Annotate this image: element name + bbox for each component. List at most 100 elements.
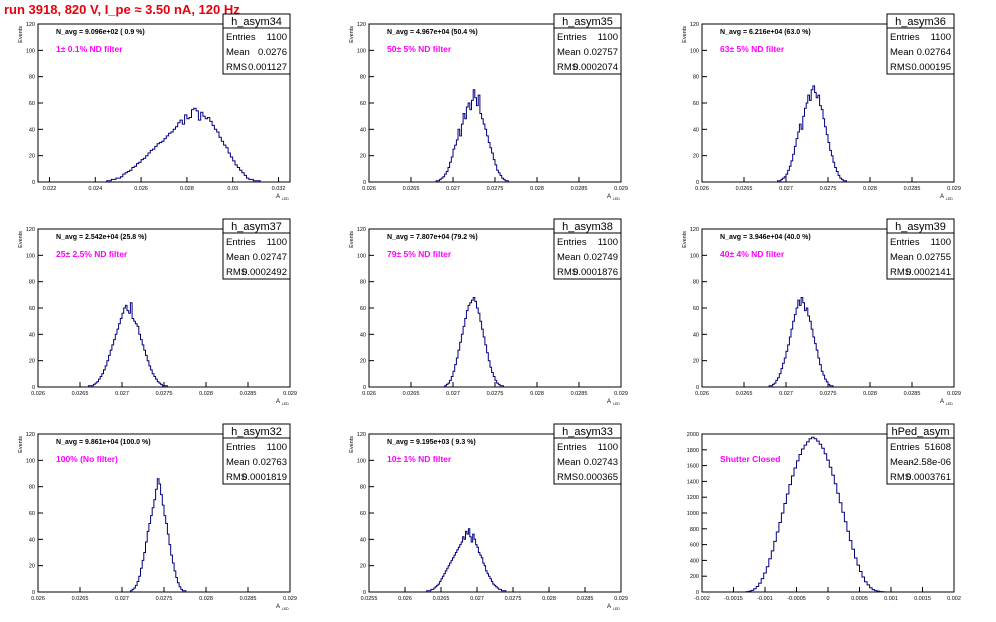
histogram-series [777, 85, 847, 182]
stats-value: 0.02757 [584, 47, 618, 58]
filter-label: 63± 5% ND filter [720, 44, 785, 54]
stats-box [222, 423, 291, 485]
x-tick-label: 0.029 [614, 391, 628, 397]
y-axis-label: Events [18, 26, 24, 43]
y-tick-label: 80 [360, 280, 366, 286]
y-tick-label: 80 [693, 280, 699, 286]
stats-value: 0.001127 [248, 62, 287, 73]
stats-label: Entries [557, 237, 587, 248]
filter-label: 1± 0.1% ND filter [56, 44, 123, 54]
y-tick-label: 40 [29, 537, 35, 543]
histogram-panel-hPed_asym: 0 200 400 600 800 1000 1200 1400 1600 1800 2000 -0.… [687, 423, 961, 602]
filter-label: 25± 2.5% ND filter [56, 249, 128, 259]
x-tick-label: 0.0265 [403, 186, 420, 192]
x-axis-label: A [276, 194, 280, 200]
histogram-series [444, 297, 504, 387]
stats-value: 1100 [931, 237, 951, 248]
x-tick-label: 0.026 [398, 596, 412, 602]
x-tick-label: 0.024 [88, 186, 102, 192]
stats-label: RMS [557, 267, 578, 278]
y-tick-label: 40 [693, 127, 699, 133]
x-tick-label: -0.0005 [787, 596, 806, 602]
x-tick-label: 0.0265 [72, 391, 89, 397]
histogram-panel-h_asym39: 0 20 40 60 80 100 120 0.026 0.0265 0.027 0.0275 0.0… [682, 218, 961, 406]
stats-label: RMS [226, 62, 247, 73]
histogram-panel-h_asym35: 0 20 40 60 80 100 120 0.026 0.0265 0.027 0.0275 0.0… [349, 13, 628, 201]
stats-value: 0.02747 [253, 252, 287, 263]
y-tick-label: 120 [26, 227, 35, 233]
x-axis-label-subscript: LED [282, 197, 289, 201]
y-tick-label: 0 [696, 590, 699, 596]
run-title: run 3918, 820 V, I_pe ≈ 3.50 nA, 120 Hz [4, 2, 240, 17]
navg-label: N_avg = 7.807e+04 (79.2 %) [387, 234, 478, 241]
y-tick-label: 20 [360, 359, 366, 365]
y-tick-label: 80 [29, 280, 35, 286]
x-axis-label: A [607, 194, 611, 200]
y-tick-label: 60 [29, 306, 35, 312]
y-tick-label: 40 [360, 332, 366, 338]
filter-label: 40± 4% ND filter [720, 249, 785, 259]
x-tick-label: 0.0005 [851, 596, 868, 602]
x-tick-label: 0.0275 [487, 186, 504, 192]
stats-value: 0.0002074 [573, 62, 618, 73]
x-tick-label: 0.0285 [240, 391, 257, 397]
stats-value: -2.58e-06 [910, 457, 951, 468]
x-tick-label: 0.027 [779, 186, 793, 192]
x-tick-label: 0.026 [31, 596, 45, 602]
x-axis-label-subscript: LED [946, 402, 953, 406]
histogram-series [106, 107, 261, 182]
stats-label: Entries [557, 32, 587, 43]
histogram-name: h_asym38 [562, 221, 613, 233]
histogram-name: h_asym39 [895, 221, 946, 233]
x-tick-label: 0.029 [947, 391, 961, 397]
x-axis-label: A [607, 604, 611, 610]
y-tick-label: 40 [29, 332, 35, 338]
y-tick-label: 2000 [687, 432, 699, 438]
stats-value: 0.0003761 [906, 472, 951, 483]
stats-label: Entries [890, 442, 920, 453]
x-tick-label: 0.0265 [433, 596, 450, 602]
stats-label: RMS [557, 472, 578, 483]
y-tick-label: 600 [690, 543, 699, 549]
y-tick-label: 40 [693, 332, 699, 338]
x-axis-label: A [607, 399, 611, 405]
x-tick-label: 0.0265 [736, 391, 753, 397]
y-tick-label: 40 [360, 537, 366, 543]
x-tick-label: 0.028 [863, 391, 877, 397]
x-tick-label: 0.028 [530, 391, 544, 397]
x-tick-label: 0.027 [470, 596, 484, 602]
x-axis-label: A [276, 399, 280, 405]
y-axis-label: Events [349, 436, 355, 453]
y-tick-label: 60 [360, 511, 366, 517]
stats-value: 0.0002492 [242, 267, 287, 278]
y-axis-label: Events [349, 231, 355, 248]
x-tick-label: 0.0265 [403, 391, 420, 397]
x-tick-label: 0.0285 [577, 596, 594, 602]
x-tick-label: 0.029 [947, 186, 961, 192]
navg-label: N_avg = 2.542e+04 (25.8 %) [56, 234, 147, 241]
x-tick-label: 0.029 [283, 391, 297, 397]
stats-box [553, 423, 622, 485]
stats-label: Mean [890, 252, 914, 263]
x-tick-label: 0.0285 [904, 186, 921, 192]
y-axis-label: Events [349, 26, 355, 43]
x-tick-label: 0.0275 [505, 596, 522, 602]
stats-label: RMS [890, 267, 911, 278]
y-tick-label: 60 [29, 511, 35, 517]
navg-label: N_avg = 4.967e+04 (50.4 %) [387, 29, 478, 36]
x-tick-label: 0.0285 [240, 596, 257, 602]
y-tick-label: 100 [26, 253, 35, 259]
stats-value: 0.0001819 [242, 472, 287, 483]
x-tick-label: 0.0285 [571, 391, 588, 397]
y-tick-label: 100 [357, 253, 366, 259]
x-tick-label: 0.029 [283, 596, 297, 602]
stats-label: Entries [890, 32, 920, 43]
stats-box [222, 13, 291, 75]
x-axis-label-subscript: LED [613, 607, 620, 611]
stats-value: 0.02749 [584, 252, 618, 263]
y-tick-label: 120 [357, 22, 366, 28]
y-tick-label: 20 [360, 564, 366, 570]
filter-label: Shutter Closed [720, 454, 780, 464]
y-tick-label: 100 [357, 48, 366, 54]
x-tick-label: 0.002 [947, 596, 961, 602]
